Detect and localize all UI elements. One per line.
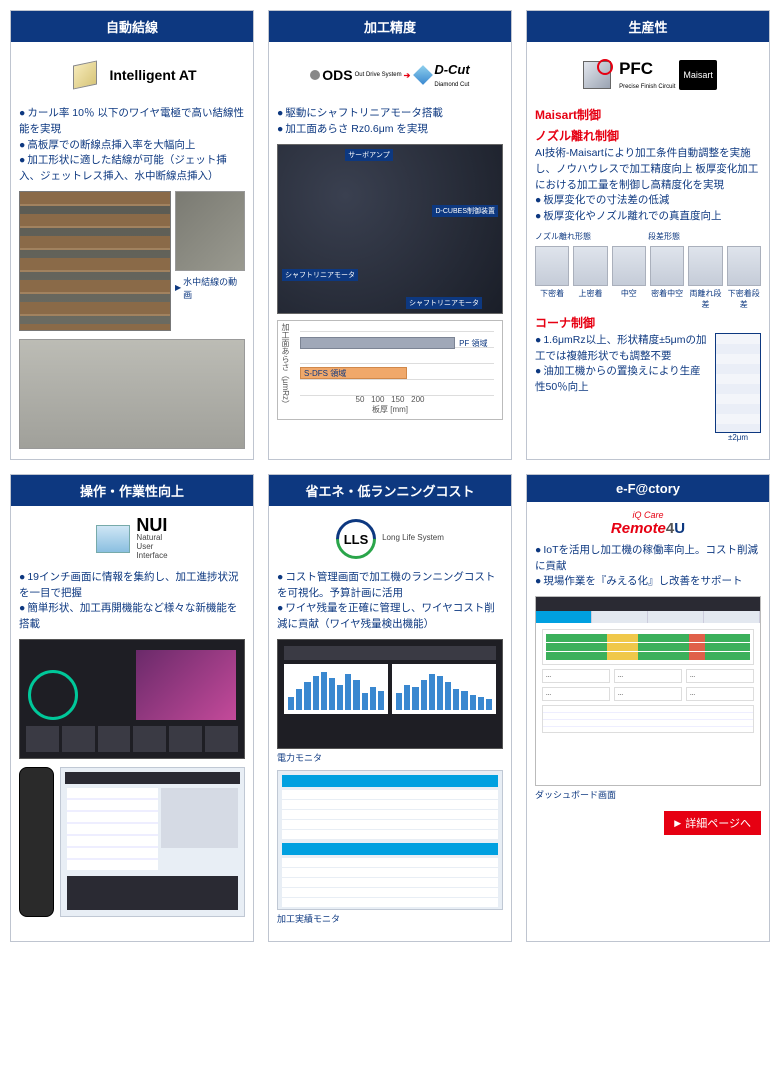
description: AI技術-Maisartにより加工条件自動調整を実施し、ノウハウレスで加工精度向… xyxy=(535,146,761,193)
bullet: カール率 10％ 以下のワイヤ電極で高い結線性能を実現 xyxy=(19,106,245,138)
logo-row: ODS Out Drive System ➔ D-Cut Diamond Cut xyxy=(277,50,503,100)
pfc-cube-icon xyxy=(579,57,615,93)
touch-icon xyxy=(96,525,130,553)
bullet: 油加工機からの置換えにより生産性50％向上 xyxy=(535,364,709,396)
corner-diagram xyxy=(715,333,761,433)
logo-lls: LLS Long Life System xyxy=(277,514,503,564)
image-placeholder xyxy=(19,191,171,331)
diagram-title: ノズル離れ形態 xyxy=(535,231,648,242)
ui-screenshot xyxy=(19,639,245,759)
logo-nui: NUI Natural User Interface xyxy=(19,514,245,564)
feature-list: カール率 10％ 以下のワイヤ電極で高い結線性能を実現 高板厚での断線点挿入率を… xyxy=(19,106,245,185)
card-operability: 操作・作業性向上 NUI Natural User Interface 19イン… xyxy=(10,474,254,942)
roughness-chart: PF 領域 S-DFS 領域 加工面あらさ（µmRz） 50 100 150 2… xyxy=(277,320,503,420)
feature-list: コスト管理画面で加工機のランニングコストを可視化。予算計画に活用 ワイヤ残量を正… xyxy=(277,570,503,633)
logo-remote4u: iQ Care Remote4U xyxy=(535,510,761,537)
cube-icon xyxy=(67,57,103,93)
label-dcubes: D-CUBES制御装置 xyxy=(432,205,498,217)
logo-row: PFC Precise Finish Circuit Maisart xyxy=(535,50,761,100)
bullet: コスト管理画面で加工機のランニングコストを可視化。予算計画に活用 xyxy=(277,570,503,602)
pfc-logo: PFC xyxy=(619,59,653,78)
card-header: 省エネ・低ランニングコスト xyxy=(269,475,511,506)
bullet: 1.6μmRz以上、形状精度±5μmの加工では複雑形状でも調整不要 xyxy=(535,333,709,365)
image-placeholder xyxy=(19,339,245,449)
bullet: 板厚変化での寸法差の低減 xyxy=(535,193,761,209)
chart-label: S-DFS 領域 xyxy=(304,368,346,379)
feature-list: 1.6μmRz以上、形状精度±5μmの加工では複雑形状でも調整不要 油加工機から… xyxy=(535,333,709,396)
label-shaft-motor: シャフトリニアモータ xyxy=(282,269,358,281)
feature-list: 駆動にシャフトリニアモータ搭載 加工面あらさ Rz0.6μm を実現 xyxy=(277,106,503,138)
caption: 電力モニタ xyxy=(277,751,503,764)
logo-text: Intelligent AT xyxy=(109,67,196,83)
maisart-badge: Maisart xyxy=(679,60,717,90)
machine-diagram: サーボアンプ D-CUBES制御装置 シャフトリニアモータ シャフトリニアモータ xyxy=(277,144,503,314)
result-monitor-screenshot xyxy=(277,770,503,910)
diagram-title: 段差形態 xyxy=(648,231,761,242)
bullet: 駆動にシャフトリニアモータ搭載 xyxy=(277,106,503,122)
card-header: 自動結線 xyxy=(11,11,253,42)
diamond-icon xyxy=(413,65,433,85)
subheading: Maisart制御 xyxy=(535,106,761,123)
recycle-icon: LLS xyxy=(328,510,385,567)
label-shaft-motor: シャフトリニアモータ xyxy=(406,297,482,309)
card-productivity: 生産性 PFC Precise Finish Circuit Maisart M… xyxy=(526,10,770,460)
chart-bar-pf xyxy=(300,337,455,349)
chart-label: PF 領域 xyxy=(459,338,487,349)
card-header: 生産性 xyxy=(527,11,769,42)
bullet: ワイヤ残量を正確に管理し、ワイヤコスト削減に貢献（ワイヤ残量検出機能） xyxy=(277,601,503,633)
power-monitor-screenshot xyxy=(277,639,503,749)
subheading: コーナ制御 xyxy=(535,314,761,331)
feature-list: IoTを活用し加工機の稼働率向上。コスト削減に貢献 現場作業を『みえる化』し改善… xyxy=(535,543,761,590)
arrow-icon: ➔ xyxy=(404,71,411,80)
bullet: 高板厚での断線点挿入率を大幅向上 xyxy=(19,138,245,154)
card-header: e-F@ctory xyxy=(527,475,769,502)
hand-controller xyxy=(19,767,54,917)
caption: 加工実績モニタ xyxy=(277,912,503,925)
tolerance-label: ±2μm xyxy=(715,433,761,442)
ods-logo: ODS Out Drive System ➔ xyxy=(310,67,410,83)
bullet: 19インチ画面に情報を集約し、加工進捗状況を一目で把握 xyxy=(19,570,245,602)
subheading: ノズル離れ制御 xyxy=(535,127,761,144)
image-placeholder xyxy=(175,191,245,271)
bullet: 板厚変化やノズル離れでの真直度向上 xyxy=(535,209,761,225)
card-efactory: e-F@ctory iQ Care Remote4U IoTを活用し加工機の稼働… xyxy=(526,474,770,942)
bullet: IoTを活用し加工機の稼働率向上。コスト削減に貢献 xyxy=(535,543,761,575)
card-header: 操作・作業性向上 xyxy=(11,475,253,506)
bullet: 現場作業を『みえる化』し改善をサポート xyxy=(535,574,761,590)
ui-screenshot xyxy=(60,767,245,917)
logo-intelligent-at: Intelligent AT xyxy=(19,50,245,100)
card-header: 加工精度 xyxy=(269,11,511,42)
video-link[interactable]: 水中結線の動画 xyxy=(175,275,245,301)
feature-list: 板厚変化での寸法差の低減 板厚変化やノズル離れでの真直度向上 xyxy=(535,193,761,225)
chart-x-axis: 50 100 150 200 板厚 [mm] xyxy=(278,395,502,415)
dashboard-screenshot: ... ... ... ... ... ... xyxy=(535,596,761,786)
dcut-logo: D-Cut Diamond Cut xyxy=(416,62,469,89)
card-precision: 加工精度 ODS Out Drive System ➔ D-Cut Diamon… xyxy=(268,10,512,460)
nozzle-diagram: 下密着 上密着 中空 密着中空 両離れ段差 下密着段差 xyxy=(535,246,761,310)
detail-page-button[interactable]: 詳細ページへ xyxy=(664,811,761,835)
label-servo-amp: サーボアンプ xyxy=(345,149,393,161)
card-auto-wiring: 自動結線 Intelligent AT カール率 10％ 以下のワイヤ電極で高い… xyxy=(10,10,254,460)
bullet: 簡単形状、加工再開機能など様々な新機能を搭載 xyxy=(19,601,245,633)
caption: ダッシュボード画面 xyxy=(535,788,761,801)
card-energy: 省エネ・低ランニングコスト LLS Long Life System コスト管理… xyxy=(268,474,512,942)
bullet: 加工面あらさ Rz0.6μm を実現 xyxy=(277,122,503,138)
feature-list: 19インチ画面に情報を集約し、加工進捗状況を一目で把握 簡単形状、加工再開機能な… xyxy=(19,570,245,633)
bullet: 加工形状に適した結線が可能（ジェット挿入、ジェットレス挿入、水中断線点挿入） xyxy=(19,153,245,185)
